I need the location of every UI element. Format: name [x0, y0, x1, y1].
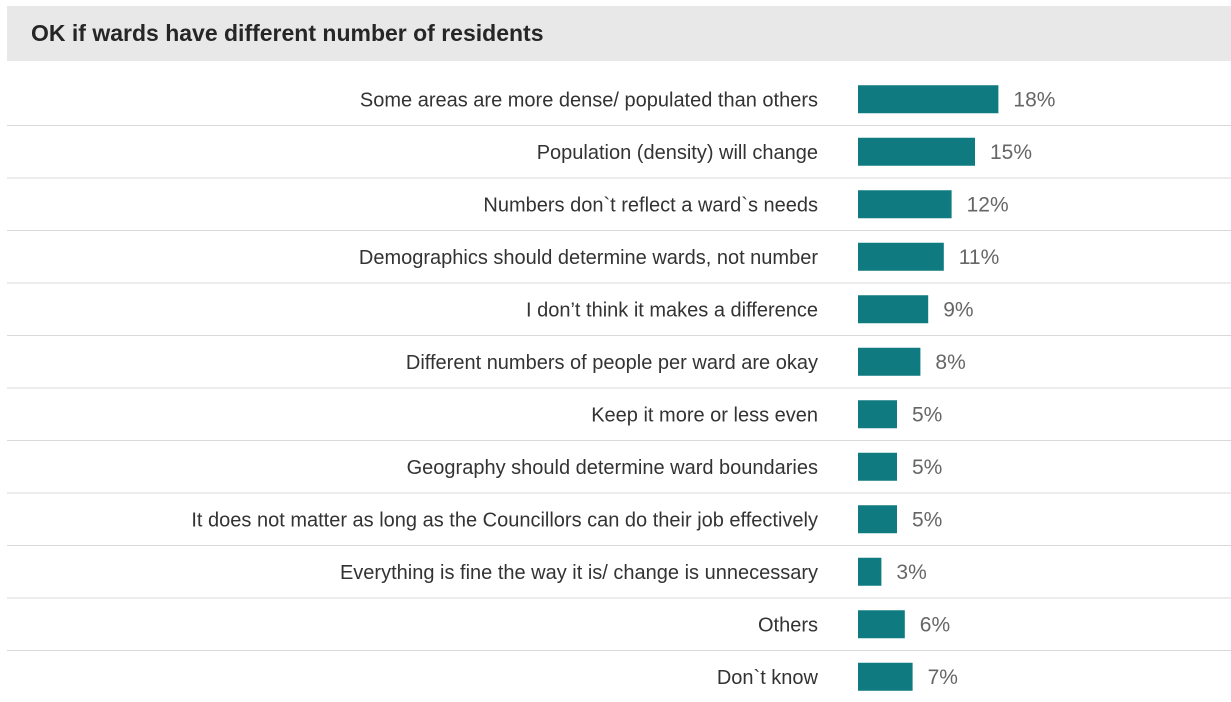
category-label: I don’t think it makes a difference	[526, 299, 818, 321]
value-label: 8%	[935, 351, 965, 374]
value-label: 3%	[896, 561, 926, 584]
category-label: Keep it more or less even	[591, 404, 818, 426]
bar	[858, 557, 882, 586]
category-label: Some areas are more dense/ populated tha…	[360, 89, 818, 111]
bar	[858, 242, 944, 271]
category-label: Demographics should determine wards, not…	[359, 247, 818, 269]
bar	[858, 347, 921, 376]
value-label: 12%	[967, 193, 1009, 216]
value-label: 5%	[912, 456, 942, 479]
bar	[858, 137, 975, 166]
value-label: 5%	[912, 508, 942, 531]
value-label: 18%	[1013, 88, 1055, 111]
bar-row: Geography should determine ward boundari…	[7, 452, 1231, 494]
category-label: Don`t know	[717, 667, 819, 689]
bar-row: Keep it more or less even 5%	[7, 400, 1231, 441]
bar	[858, 400, 897, 429]
value-label: 7%	[928, 666, 958, 689]
bar	[858, 295, 929, 324]
bar	[858, 452, 897, 481]
chart-title: OK if wards have different number of res…	[31, 20, 544, 46]
value-label: 5%	[912, 403, 942, 426]
category-label: Others	[758, 614, 818, 636]
value-label: 15%	[990, 141, 1032, 164]
category-label: Everything is fine the way it is/ change…	[340, 562, 818, 584]
bar-row: I don’t think it makes a difference 9%	[7, 295, 1231, 336]
bar	[858, 662, 913, 691]
value-label: 11%	[959, 246, 999, 269]
category-label: Geography should determine ward boundari…	[407, 457, 818, 479]
bar-row: It does not matter as long as the Counci…	[7, 505, 1231, 546]
bar-row: Numbers don`t reflect a ward`s needs 12%	[7, 190, 1231, 231]
category-label: Population (density) will change	[537, 142, 818, 164]
bar-row: Everything is fine the way it is/ change…	[7, 557, 1231, 599]
value-label: 6%	[920, 613, 950, 636]
bar-row: Different numbers of people per ward are…	[7, 347, 1231, 389]
value-label: 9%	[943, 298, 973, 321]
bar	[858, 505, 897, 534]
bar-row: Some areas are more dense/ populated tha…	[7, 85, 1231, 126]
category-label: It does not matter as long as the Counci…	[191, 509, 818, 531]
bar-row: Others 6%	[7, 610, 1231, 651]
bar	[858, 190, 952, 219]
bar	[858, 85, 999, 114]
bar-row: Don`t know 7%	[717, 662, 958, 691]
bar	[858, 610, 905, 639]
category-label: Different numbers of people per ward are…	[406, 352, 818, 374]
bar-row: Population (density) will change 15%	[7, 137, 1231, 179]
bar-row: Demographics should determine wards, not…	[7, 242, 1231, 284]
category-label: Numbers don`t reflect a ward`s needs	[483, 194, 818, 216]
chart-header: OK if wards have different number of res…	[7, 6, 1231, 61]
